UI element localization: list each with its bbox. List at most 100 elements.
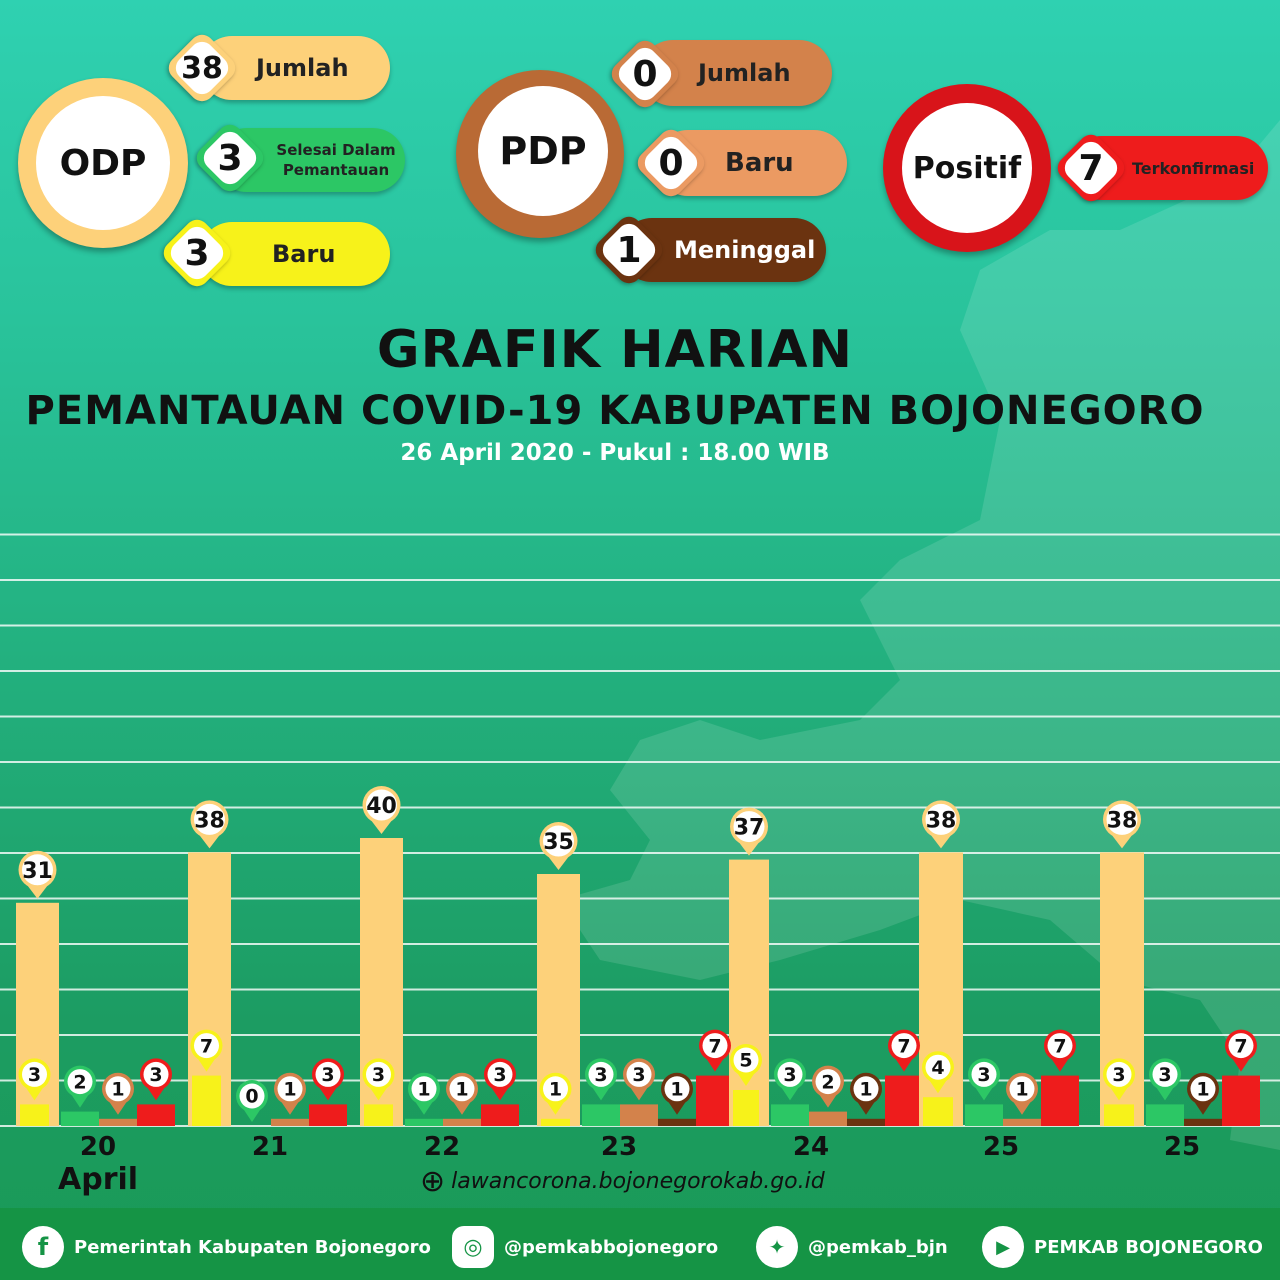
pin-label: 3 bbox=[28, 1064, 41, 1086]
pin-pdp-meninggal: 1 bbox=[1187, 1072, 1219, 1115]
x-tick-label: 22 bbox=[423, 1132, 461, 1162]
pdp-jumlah-label: Jumlah bbox=[698, 59, 791, 87]
odp-jumlah-pill: Jumlah bbox=[200, 36, 390, 100]
pin-positif: 3 bbox=[484, 1058, 516, 1101]
pin-pdp-jumlah: 1 bbox=[1006, 1072, 1038, 1115]
pin-label: 1 bbox=[1196, 1079, 1209, 1101]
pin-odp-jumlah: 38 bbox=[922, 800, 960, 849]
bar-pdp-jumlah bbox=[620, 1104, 658, 1126]
instagram-text: @pemkabbojonegoro bbox=[504, 1236, 719, 1258]
pdp-baru-label: Baru bbox=[725, 148, 794, 178]
youtube-icon: ▶ bbox=[982, 1226, 1024, 1268]
pin-odp-selesai: 0 bbox=[236, 1080, 268, 1122]
bar-odp-baru bbox=[364, 1104, 393, 1126]
pin-pdp-jumlah: 1 bbox=[102, 1072, 134, 1115]
bar-odp-selesai bbox=[61, 1111, 99, 1126]
bar-pdp-jumlah bbox=[99, 1118, 137, 1126]
pin-label: 3 bbox=[977, 1064, 990, 1086]
pin-odp-jumlah: 38 bbox=[190, 800, 229, 849]
bar-pdp-meninggal bbox=[658, 1118, 696, 1126]
chart-subtitle: PEMANTAUAN COVID-19 KABUPATEN BOJONEGORO bbox=[25, 388, 1205, 434]
odp-selesai-pill: Selesai Dalam Pemantauan bbox=[215, 128, 405, 192]
pin-label: 7 bbox=[897, 1035, 910, 1057]
pdp-meninggal-value: 1 bbox=[616, 229, 642, 271]
pin-label: 1 bbox=[111, 1079, 124, 1101]
pin-odp-jumlah: 35 bbox=[539, 822, 578, 870]
pin-label: 35 bbox=[543, 830, 574, 855]
bar-odp-baru bbox=[541, 1118, 570, 1126]
footer-facebook[interactable]: f Pemerintah Kabupaten Bojonegoro bbox=[22, 1226, 431, 1268]
chart-date: 26 April 2020 - Pukul : 18.00 WIB bbox=[400, 440, 830, 466]
pin-label: 3 bbox=[493, 1064, 506, 1086]
pin-label: 3 bbox=[1158, 1064, 1171, 1086]
globe-icon: ⊕ bbox=[420, 1164, 446, 1199]
pin-odp-selesai: 3 bbox=[968, 1058, 1000, 1101]
bar-odp-jumlah bbox=[729, 859, 769, 1126]
footer-twitter[interactable]: ✦ @pemkab_bjn bbox=[756, 1226, 948, 1268]
pin-label: 3 bbox=[783, 1064, 796, 1086]
pin-label: 1 bbox=[283, 1079, 296, 1101]
pin-label: 3 bbox=[1112, 1064, 1125, 1086]
bar-positif bbox=[309, 1104, 347, 1126]
bar-positif bbox=[885, 1075, 923, 1126]
pin-pdp-jumlah: 1 bbox=[274, 1072, 306, 1115]
pin-label: 2 bbox=[73, 1071, 86, 1093]
pin-pdp-meninggal: 1 bbox=[661, 1072, 693, 1115]
pin-label: 7 bbox=[1053, 1035, 1066, 1057]
x-tick-label: 23 bbox=[600, 1132, 638, 1162]
pin-odp-baru: 3 bbox=[1103, 1058, 1135, 1101]
website-link[interactable]: ⊕ lawancorona.bojonegorokab.go.id bbox=[420, 1164, 825, 1199]
chart-title: GRAFIK HARIAN bbox=[376, 320, 854, 380]
bar-pdp-jumlah bbox=[443, 1118, 481, 1126]
x-tick-label: 21 bbox=[251, 1132, 289, 1162]
pin-odp-selesai: 3 bbox=[1149, 1058, 1181, 1101]
bar-odp-baru bbox=[923, 1097, 953, 1126]
pin-odp-jumlah: 37 bbox=[730, 807, 768, 856]
odp-circle: ODP bbox=[36, 96, 170, 230]
pin-label: 38 bbox=[926, 808, 957, 833]
pin-pdp-jumlah: 2 bbox=[812, 1065, 844, 1108]
pdp-baru-value: 0 bbox=[658, 142, 684, 184]
positif-value-label: Terkonfirmasi bbox=[1132, 158, 1255, 178]
bar-odp-baru bbox=[192, 1075, 221, 1126]
odp-jumlah-label: Jumlah bbox=[256, 54, 349, 82]
pin-odp-jumlah: 38 bbox=[1103, 800, 1141, 849]
footer-instagram[interactable]: ◎ @pemkabbojonegoro bbox=[452, 1226, 718, 1268]
pin-odp-selesai: 3 bbox=[774, 1058, 806, 1101]
pin-odp-jumlah: 31 bbox=[18, 850, 57, 899]
odp-selesai-label-1: Selesai Dalam bbox=[276, 141, 396, 159]
pin-label: 3 bbox=[632, 1064, 645, 1086]
pin-positif: 3 bbox=[140, 1058, 172, 1101]
pin-positif: 7 bbox=[888, 1029, 920, 1072]
odp-baru-label: Baru bbox=[272, 240, 336, 268]
pin-label: 0 bbox=[245, 1086, 258, 1108]
pin-odp-jumlah: 40 bbox=[362, 786, 401, 834]
bar-pdp-jumlah bbox=[809, 1111, 847, 1126]
odp-jumlah-value: 38 bbox=[181, 50, 223, 86]
pin-label: 1 bbox=[417, 1079, 430, 1101]
pin-label: 1 bbox=[670, 1079, 683, 1101]
pin-odp-baru: 3 bbox=[18, 1058, 51, 1101]
pin-positif: 7 bbox=[699, 1029, 731, 1072]
month-label: April bbox=[58, 1162, 139, 1197]
youtube-text: PEMKAB BOJONEGORO bbox=[1034, 1236, 1263, 1258]
footer-youtube[interactable]: ▶ PEMKAB BOJONEGORO bbox=[982, 1226, 1263, 1268]
bar-odp-baru bbox=[733, 1090, 759, 1126]
pin-label: 3 bbox=[321, 1064, 334, 1086]
bar-pdp-jumlah bbox=[1003, 1118, 1041, 1126]
pin-label: 3 bbox=[372, 1064, 385, 1086]
pin-label: 3 bbox=[594, 1064, 607, 1086]
pin-label: 1 bbox=[455, 1079, 468, 1101]
bar-positif bbox=[1222, 1075, 1260, 1126]
pin-pdp-meninggal: 1 bbox=[850, 1072, 882, 1115]
bar-positif bbox=[696, 1075, 734, 1126]
x-tick-label: 24 bbox=[792, 1132, 830, 1162]
pin-label: 1 bbox=[859, 1079, 872, 1101]
pin-label: 38 bbox=[194, 808, 225, 833]
bar-positif bbox=[481, 1104, 519, 1126]
pin-label: 7 bbox=[708, 1035, 721, 1057]
pin-label: 3 bbox=[149, 1064, 162, 1086]
odp-baru-value: 3 bbox=[184, 232, 210, 274]
